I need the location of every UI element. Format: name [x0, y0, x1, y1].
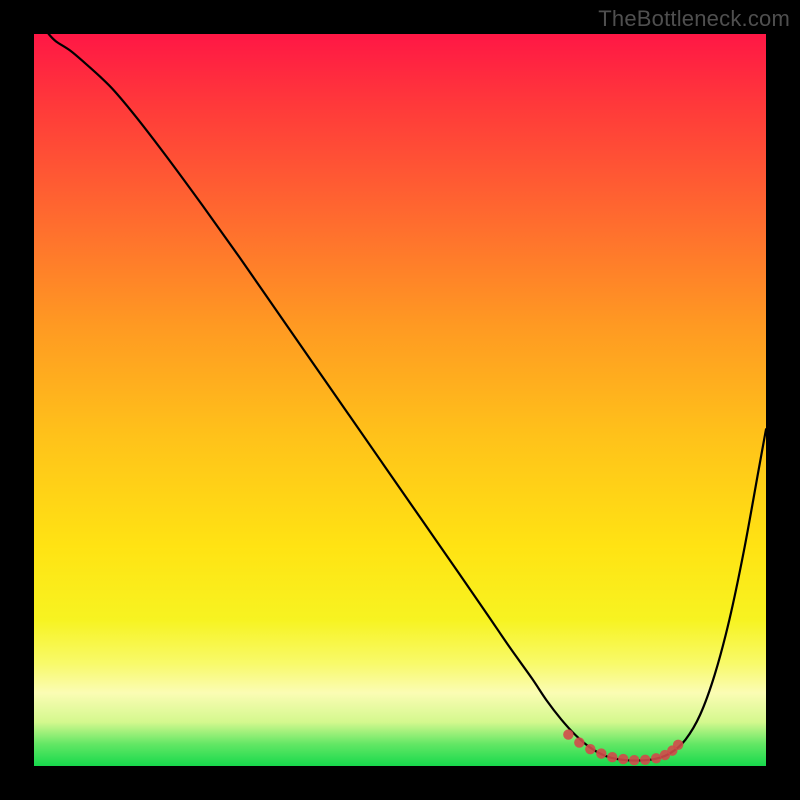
plot-area: [34, 34, 766, 766]
marker-dot: [574, 737, 584, 747]
marker-dot: [618, 754, 628, 764]
marker-dot: [585, 744, 595, 754]
marker-dot: [673, 740, 683, 750]
marker-dot: [607, 752, 617, 762]
marker-dot: [629, 755, 639, 765]
watermark-text: TheBottleneck.com: [598, 6, 790, 32]
marker-dot: [563, 729, 573, 739]
plot-svg: [34, 34, 766, 766]
marker-dot: [640, 755, 650, 765]
marker-dot: [596, 748, 606, 758]
gradient-background: [34, 34, 766, 766]
chart-frame: TheBottleneck.com: [0, 0, 800, 800]
